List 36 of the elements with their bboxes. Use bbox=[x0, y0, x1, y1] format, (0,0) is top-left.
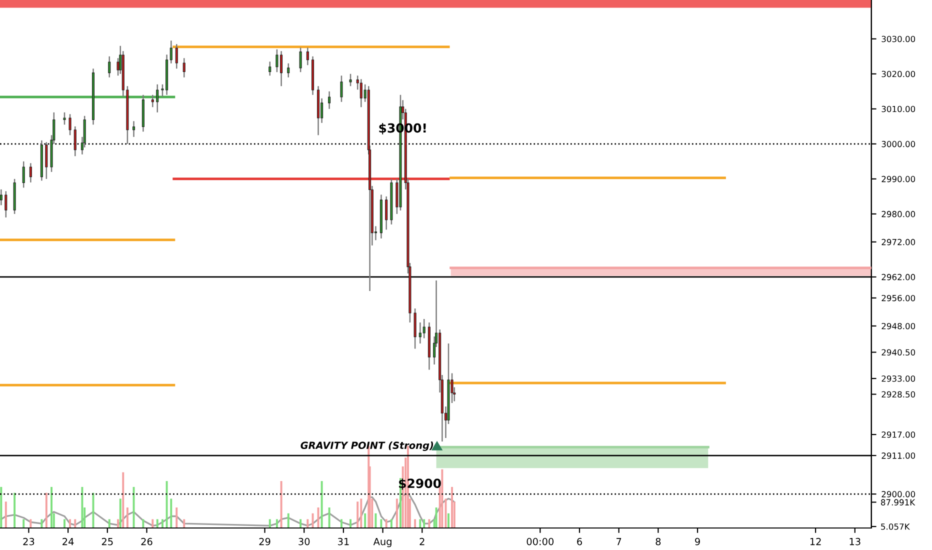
y-tick-label: 2962.00 bbox=[882, 274, 916, 280]
x-tick-label: 00:00 bbox=[526, 538, 554, 546]
x-tick-label: 25 bbox=[102, 538, 113, 546]
y-tick-label: 2940.50 bbox=[882, 349, 916, 356]
x-tick-label: 9 bbox=[695, 538, 700, 546]
x-tick-label: 7 bbox=[616, 538, 622, 546]
x-tick-label: 30 bbox=[298, 538, 310, 546]
x-tick-label: 8 bbox=[656, 538, 661, 546]
x-tick-label: 12 bbox=[810, 538, 821, 546]
y-tick-label: 3030.00 bbox=[882, 36, 916, 42]
x-tick-label: 2 bbox=[420, 538, 424, 546]
y-tick-label: 2956.00 bbox=[882, 294, 916, 302]
x-tick-label: Aug bbox=[373, 538, 392, 548]
annotation: GRAVITY POINT (Strong) bbox=[300, 441, 434, 451]
y2-tick-label: 5.057K bbox=[881, 524, 910, 530]
x-tick-label: 23 bbox=[23, 538, 34, 546]
y-tick-label: 2900.00 bbox=[882, 491, 916, 498]
y-tick-label: 2948.00 bbox=[882, 322, 916, 330]
y-tick-label: 2980.00 bbox=[882, 210, 916, 218]
x-tick-label: 26 bbox=[141, 538, 152, 546]
y-tick-label: 3000.00 bbox=[882, 140, 916, 148]
x-tick-label: 24 bbox=[62, 538, 74, 546]
y-tick-label: 2928.50 bbox=[882, 391, 916, 398]
x-tick-label: 29 bbox=[259, 538, 270, 546]
x-tick-label: 13 bbox=[850, 538, 860, 546]
y2-tick-label: 87.991K bbox=[881, 499, 916, 506]
x-tick-label: 31 bbox=[338, 538, 349, 546]
y-tick-label: 3010.00 bbox=[882, 106, 916, 112]
y-tick-label: 2933.00 bbox=[882, 375, 916, 382]
y-tick-label: 2911.00 bbox=[882, 452, 916, 459]
x-tick-label: 6 bbox=[577, 538, 582, 546]
annotation: $2900 bbox=[399, 478, 441, 490]
y-tick-label: 3020.00 bbox=[882, 70, 916, 78]
y-tick-label: 2972.00 bbox=[882, 238, 916, 246]
y-tick-label: 2917.00 bbox=[882, 431, 916, 438]
y-tick-label: 2990.00 bbox=[882, 176, 916, 182]
